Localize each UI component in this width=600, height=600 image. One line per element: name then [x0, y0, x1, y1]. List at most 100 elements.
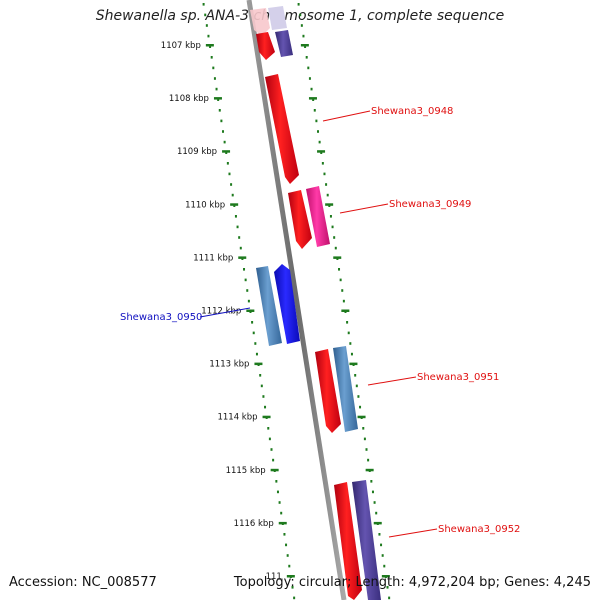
- gene-arrow-red-0947[interactable]: [256, 32, 275, 60]
- ruler-minor-tick: [334, 246, 337, 250]
- ruler-minor-tick: [255, 352, 258, 356]
- gene-arrow-shewana3-0951[interactable]: [333, 346, 358, 432]
- ruler-minor-tick: [226, 162, 229, 165]
- left-ruler-ticks: [202, 3, 296, 600]
- ruler-minor-tick: [231, 193, 234, 197]
- ruler-major-tick: [246, 309, 255, 312]
- gene-arrow-faded-red[interactable]: [250, 8, 270, 36]
- ruler-minor-tick: [365, 448, 368, 451]
- gene-label-leaders: [199, 110, 438, 538]
- ruler-minor-tick: [275, 480, 278, 483]
- gene-arrow-red-0949a[interactable]: [288, 190, 312, 249]
- ruler-major-tick: [308, 97, 317, 100]
- gene-label-shewana3-0950[interactable]: Shewana3_0950: [120, 312, 202, 323]
- ruler-minor-tick: [267, 427, 270, 430]
- ruler-major-tick: [270, 468, 279, 472]
- kbp-tick-label: 1109 kbp: [177, 147, 217, 157]
- gene-label-shewana3-0951[interactable]: Shewana3_0951: [417, 372, 499, 383]
- ruler-minor-tick: [375, 511, 378, 515]
- ruler-minor-tick: [378, 533, 381, 536]
- kbp-tick-label: 1114 kbp: [217, 413, 257, 423]
- ruler-major-tick: [365, 468, 374, 472]
- ruler-minor-tick: [308, 77, 311, 80]
- ruler-major-tick: [254, 362, 263, 366]
- ruler-minor-tick: [341, 289, 344, 292]
- ruler-minor-tick: [304, 45, 307, 48]
- ruler-minor-tick: [234, 215, 237, 218]
- ruler-minor-tick: [359, 405, 362, 409]
- ruler-minor-tick: [272, 458, 275, 462]
- ruler-minor-tick: [270, 448, 273, 451]
- gene-arrow-shewana3-0950[interactable]: [274, 264, 300, 344]
- kbp-tick-label: 1111 kbp: [193, 253, 233, 263]
- gene-arrow-faded-purple[interactable]: [268, 6, 287, 30]
- ruler-minor-tick: [370, 480, 373, 483]
- ruler-major-tick: [381, 575, 390, 578]
- gene-label-shewana3-0948[interactable]: Shewana3_0948: [371, 106, 453, 117]
- ruler-major-tick: [205, 44, 214, 47]
- ruler-minor-tick: [338, 268, 341, 271]
- ruler-minor-tick: [220, 119, 223, 123]
- ruler-minor-tick: [386, 586, 389, 589]
- gene-label-shewana3-0949[interactable]: Shewana3_0949: [389, 199, 471, 210]
- ruler-minor-tick: [205, 24, 208, 27]
- ruler-minor-tick: [331, 225, 334, 229]
- ruler-minor-tick: [228, 172, 231, 176]
- ruler-minor-tick: [262, 395, 265, 398]
- ruler-minor-tick: [312, 98, 315, 101]
- ruler-minor-tick: [325, 183, 328, 186]
- ruler-minor-tick: [383, 564, 386, 568]
- gene-arrow-red-0951a[interactable]: [315, 349, 341, 433]
- kbp-tick-label: 1110 kbp: [185, 200, 225, 210]
- ruler-minor-tick: [286, 554, 289, 557]
- gene-label-shewana3-0952[interactable]: Shewana3_0952: [438, 524, 520, 535]
- ruler-minor-tick: [212, 66, 215, 70]
- ruler-minor-tick: [280, 511, 283, 515]
- ruler-minor-tick: [230, 183, 233, 186]
- ruler-minor-tick: [363, 437, 366, 441]
- ruler-minor-tick: [223, 140, 226, 144]
- ruler-minor-tick: [236, 225, 239, 229]
- ruler-minor-tick: [291, 586, 294, 589]
- accession-text: Accession: NC_008577: [9, 575, 157, 590]
- ruler-minor-tick: [350, 352, 353, 356]
- ruler-minor-tick: [388, 596, 391, 600]
- ruler-minor-tick: [283, 533, 286, 536]
- right-ruler-ticks: [297, 3, 391, 600]
- ruler-minor-tick: [321, 162, 324, 165]
- ruler-minor-tick: [243, 268, 246, 271]
- kbp-tick-label: 1108 kbp: [169, 94, 209, 104]
- ruler-major-tick: [238, 256, 247, 259]
- ruler-minor-tick: [315, 119, 318, 123]
- gene-arrow-shewana3-0952[interactable]: [334, 482, 362, 600]
- ruler-minor-tick: [313, 109, 316, 112]
- gene-arrow-shewana3-0948[interactable]: [265, 74, 299, 184]
- gene-arrow-shewana3-0949[interactable]: [306, 186, 330, 247]
- ruler-minor-tick: [373, 501, 376, 504]
- ruler-minor-tick: [307, 66, 310, 70]
- ruler-minor-tick: [297, 3, 300, 6]
- kbp-tick-label: 1107 kbp: [161, 41, 201, 51]
- ruler-minor-tick: [254, 342, 257, 345]
- ruler-minor-tick: [371, 490, 374, 494]
- ruler-minor-tick: [367, 458, 370, 462]
- kbp-tick-label: 1116 kbp: [234, 519, 274, 529]
- kbp-tick-label: 1112 kbp: [201, 307, 241, 317]
- ruler-minor-tick: [204, 13, 207, 17]
- ruler-major-tick: [213, 97, 222, 100]
- ruler-minor-tick: [215, 87, 218, 91]
- gene-arrow-purple-top[interactable]: [275, 30, 293, 57]
- kbp-tick-label: 1115 kbp: [226, 466, 266, 476]
- ruler-minor-tick: [288, 564, 291, 568]
- ruler-minor-tick: [339, 278, 342, 282]
- gene-arrow-steel-0950a[interactable]: [256, 266, 282, 346]
- ruler-minor-tick: [299, 13, 302, 17]
- ruler-minor-tick: [251, 321, 254, 324]
- ruler-minor-tick: [260, 384, 263, 388]
- ruler-minor-tick: [210, 56, 213, 59]
- ruler-minor-tick: [349, 342, 352, 345]
- gene-arrow-purple-0952b[interactable]: [352, 480, 381, 600]
- ruler-minor-tick: [278, 501, 281, 504]
